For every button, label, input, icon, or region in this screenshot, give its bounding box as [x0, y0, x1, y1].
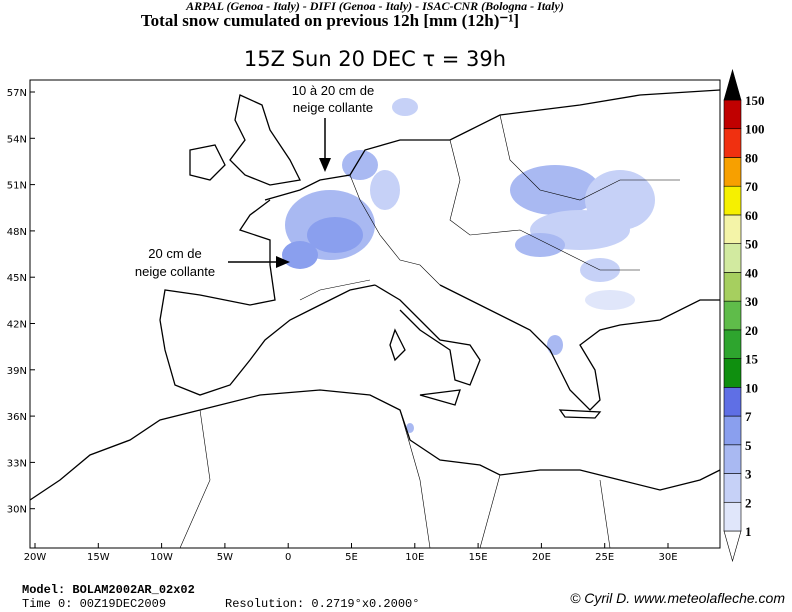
colorbar-label: 2	[745, 495, 752, 510]
lat-label: 39N	[7, 366, 27, 377]
colorbar-band	[723, 300, 742, 331]
snow-areas	[282, 98, 655, 433]
colorbar-band	[723, 415, 742, 446]
agencies: ARPAL (Genoa - Italy) - DIFI (Genoa - It…	[185, 0, 564, 13]
colorbar-band	[723, 358, 742, 388]
footer-time: Time 0: 00Z19DEC2009	[22, 597, 166, 611]
lat-label: 54N	[7, 134, 27, 145]
colorbar-band	[723, 473, 742, 503]
colorbar-label: 40	[745, 265, 758, 280]
footer-credit: © Cyril D. www.meteolafleche.com	[570, 590, 785, 606]
colorbar-low-triangle	[723, 530, 742, 563]
lon-label: 15W	[87, 552, 110, 563]
colorbar-band	[723, 329, 742, 359]
lat-label: 57N	[7, 88, 27, 99]
lon-label: 30E	[658, 552, 677, 563]
lon-label: 15E	[469, 552, 488, 563]
colorbar-band	[723, 444, 742, 474]
lon-label: 20E	[532, 552, 551, 563]
colorbar-band	[723, 128, 742, 158]
annotation-2-line-1: 20 cm de	[148, 246, 201, 261]
colorbar-label: 150	[745, 93, 765, 108]
lat-label: 33N	[7, 458, 27, 469]
colorbar-band	[723, 243, 742, 273]
colorbar-label: 5	[745, 438, 752, 453]
lon-label: 0	[285, 552, 291, 563]
colorbar: 1 2 3 5 7 10 15 20 30 40 50 60 70 80 100 150	[723, 68, 765, 563]
lon-label: 10W	[150, 552, 173, 563]
colorbar-band	[723, 501, 742, 532]
footer-resolution: Resolution: 0.2719°x0.2000°	[225, 597, 419, 611]
annotation-arrows	[228, 118, 331, 268]
colorbar-label: 100	[745, 122, 765, 137]
colorbar-label: 60	[745, 208, 758, 223]
annotation-1-line-2: neige collante	[293, 100, 373, 115]
lon-label: 5W	[217, 552, 233, 563]
colorbar-label: 50	[745, 237, 758, 252]
latitude-labels: 57N 54N 51N 48N 45N 42N 39N 36N 33N 30N	[7, 88, 35, 516]
colorbar-band	[723, 214, 742, 244]
colorbar-band	[723, 157, 742, 187]
lon-label: 5E	[345, 552, 358, 563]
colorbar-high-triangle	[723, 68, 742, 101]
map: 57N 54N 51N 48N 45N 42N 39N 36N 33N 30N 20W 15W 10W…	[7, 79, 721, 563]
lat-label: 30N	[7, 505, 27, 516]
footer-model: Model: BOLAM2002AR_02x02	[22, 583, 195, 597]
colorbar-band	[723, 99, 742, 130]
annotation-1-line-1: 10 à 20 cm de	[292, 83, 374, 98]
colorbar-band	[723, 272, 742, 302]
lat-label: 45N	[7, 273, 27, 284]
lon-label: 25E	[595, 552, 614, 563]
colorbar-label: 15	[745, 352, 759, 367]
lat-label: 36N	[7, 412, 27, 423]
lon-label: 10E	[405, 552, 424, 563]
colorbar-label: 80	[745, 150, 758, 165]
colorbar-label: 10	[745, 380, 758, 395]
colorbar-label: 1	[745, 524, 752, 539]
colorbar-label: 30	[745, 294, 758, 309]
lon-label: 20W	[24, 552, 47, 563]
colorbar-band	[723, 387, 742, 417]
subtitle: 15Z Sun 20 DEC τ = 39h	[244, 47, 506, 71]
colorbar-label: 3	[745, 467, 752, 482]
colorbar-label: 70	[745, 179, 758, 194]
colorbar-band	[723, 185, 742, 216]
longitude-labels: 20W 15W 10W 5W 0 5E 10E 15E 20E 25E 30E	[24, 543, 678, 563]
colorbar-label: 20	[745, 323, 758, 338]
lat-label: 48N	[7, 227, 27, 238]
colorbar-label: 7	[745, 409, 752, 424]
title: Total snow cumulated on previous 12h [mm…	[141, 11, 519, 30]
map-frame	[29, 79, 721, 549]
lat-label: 42N	[7, 320, 27, 331]
lat-label: 51N	[7, 181, 27, 192]
borders	[179, 114, 680, 549]
annotation-2-line-2: neige collante	[135, 264, 215, 279]
